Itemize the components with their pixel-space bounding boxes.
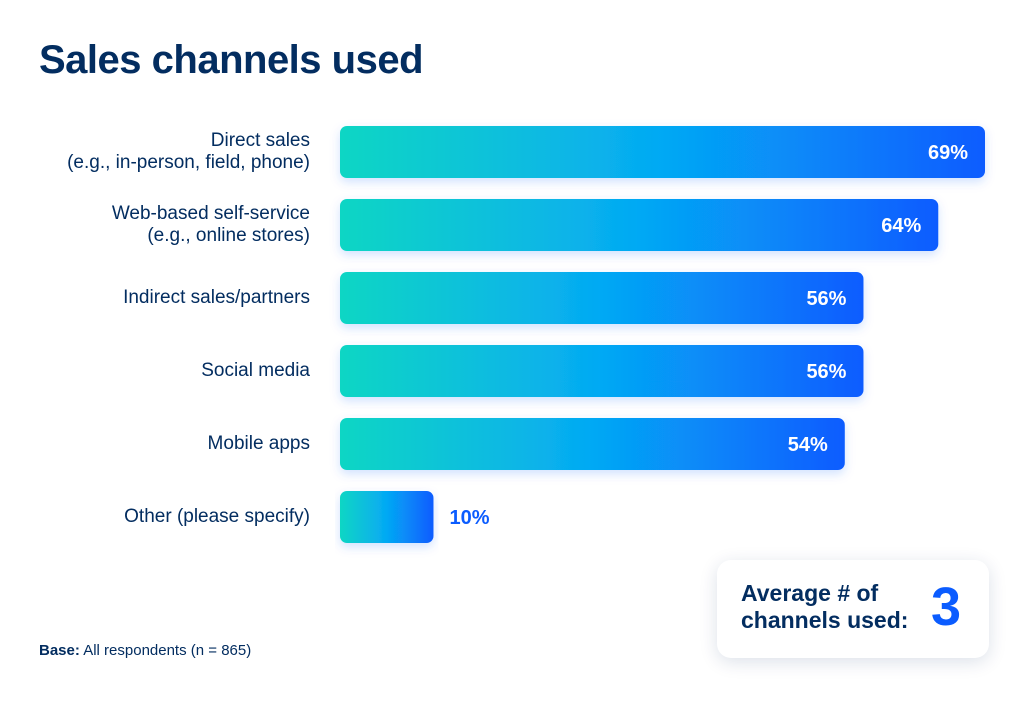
chart-title: Sales channels used [39, 38, 424, 82]
category-label: Other (please specify) [10, 506, 310, 528]
category-label-line: Other (please specify) [124, 506, 310, 527]
bar-value-label: 56% [806, 288, 846, 310]
category-label-line: Web-based self-service [111, 203, 310, 224]
bar [340, 126, 985, 178]
bar-value-label: 64% [881, 215, 921, 237]
bar [340, 418, 845, 470]
category-label-line: (e.g., online stores) [147, 225, 310, 246]
bar-value-label: 10% [449, 507, 489, 529]
bar-value-label: 56% [806, 361, 846, 383]
base-note: Base: All respondents (n = 865) [39, 642, 251, 659]
category-label: Social media [10, 360, 310, 382]
average-callout: Average # of channels used: 3 [717, 560, 989, 658]
bar [340, 272, 864, 324]
category-label-line: Indirect sales/partners [123, 287, 310, 308]
category-label: Mobile apps [10, 433, 310, 455]
category-label-line: Direct sales [210, 130, 310, 151]
category-label: Direct sales (e.g., in-person, field, pho… [10, 130, 310, 174]
average-value: 3 [930, 577, 961, 637]
bar [340, 491, 434, 543]
category-label: Web-based self-service (e.g., online stor… [10, 203, 310, 247]
bar [340, 345, 864, 397]
base-text: All respondents (n = 865) [83, 642, 252, 659]
category-label-line: (e.g., in-person, field, phone) [67, 152, 310, 173]
category-label-line: Mobile apps [207, 433, 310, 454]
category-label-line: Social media [201, 360, 310, 381]
bar [340, 199, 939, 251]
base-prefix: Base: [39, 642, 80, 659]
category-label: Indirect sales/partners [10, 287, 310, 309]
bar-value-label: 54% [788, 434, 828, 456]
bar-value-label: 69% [928, 142, 968, 164]
bars-group: 69% 64% 56% 56% 54% 10% [340, 126, 985, 543]
average-label: Average # of channels used: [741, 580, 909, 633]
